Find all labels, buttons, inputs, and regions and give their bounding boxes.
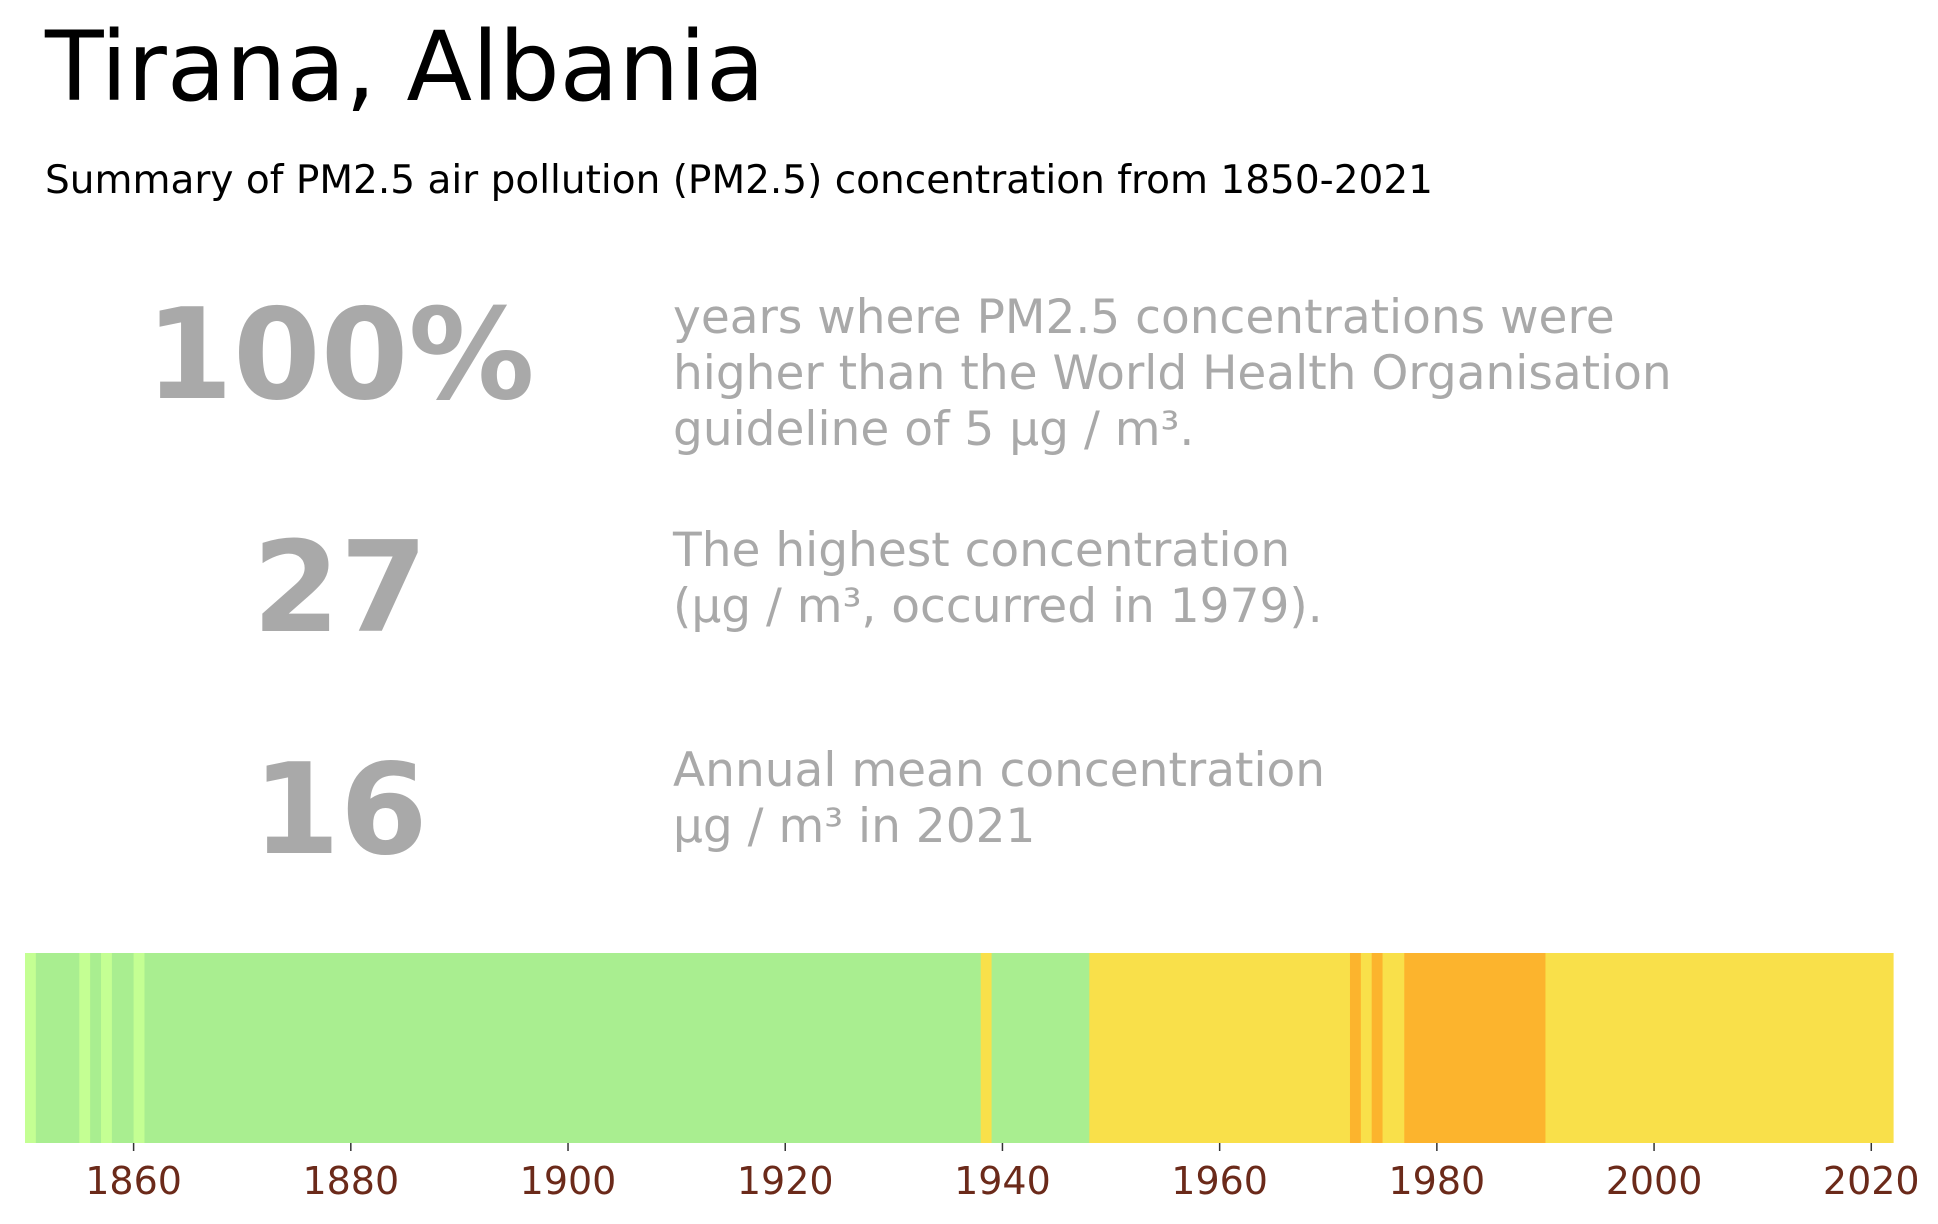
stat-description-annual-mean: Annual mean concentration µg / m³ in 202…: [673, 743, 1325, 855]
stat-line: Annual mean concentration: [673, 743, 1326, 798]
stripe-1948: [1089, 953, 1351, 1143]
stripe-1861: [144, 953, 982, 1143]
stripe-1858: [111, 953, 135, 1143]
x-tick-label: 1860: [85, 1159, 182, 1203]
stripe-1977: [1404, 953, 1547, 1143]
stat-value-annual-mean: 16: [252, 736, 428, 883]
x-tick-label: 1940: [954, 1159, 1051, 1203]
page-title: Tirana, Albania: [45, 11, 765, 123]
page-subtitle: Summary of PM2.5 air pollution (PM2.5) c…: [45, 158, 1433, 203]
x-tick-label: 1980: [1389, 1159, 1486, 1203]
stripe-1990: [1545, 953, 1894, 1143]
stripe-1851: [35, 953, 80, 1143]
stat-line: guideline of 5 µg / m³.: [673, 402, 1195, 457]
x-tick-label: 2000: [1606, 1159, 1703, 1203]
stat-line: higher than the World Health Organisatio…: [673, 346, 1672, 401]
stat-description-highest-concentration: The highest concentration (µg / m³, occu…: [673, 523, 1323, 635]
x-tick-label: 1960: [1171, 1159, 1268, 1203]
stat-line: years where PM2.5 concentrations were: [673, 290, 1615, 345]
stripe-1860: [133, 953, 146, 1143]
stripe-1972: [1349, 953, 1362, 1143]
stripe-1938: [980, 953, 993, 1143]
x-tick-label: 1880: [302, 1159, 399, 1203]
stripe-1974: [1371, 953, 1384, 1143]
stripe-1850: [25, 953, 37, 1143]
stat-value-years-above-guideline: 100%: [145, 281, 535, 428]
stat-line: (µg / m³, occurred in 1979).: [673, 579, 1323, 634]
stripe-1855: [79, 953, 91, 1143]
x-tick-label: 1920: [737, 1159, 834, 1203]
stripe-1975: [1382, 953, 1405, 1143]
stat-description-years-above-guideline: years where PM2.5 concentrations were hi…: [673, 290, 1672, 458]
stripe-1973: [1360, 953, 1373, 1143]
stat-line: The highest concentration: [673, 523, 1291, 578]
x-tick-label: 2020: [1823, 1159, 1920, 1203]
stripe-1939: [991, 953, 1090, 1143]
stat-value-highest-concentration: 27: [252, 514, 428, 661]
stripe-1857: [101, 953, 113, 1143]
stripe-1856: [90, 953, 102, 1143]
x-tick-label: 1900: [520, 1159, 617, 1203]
stat-line: µg / m³ in 2021: [673, 799, 1036, 854]
